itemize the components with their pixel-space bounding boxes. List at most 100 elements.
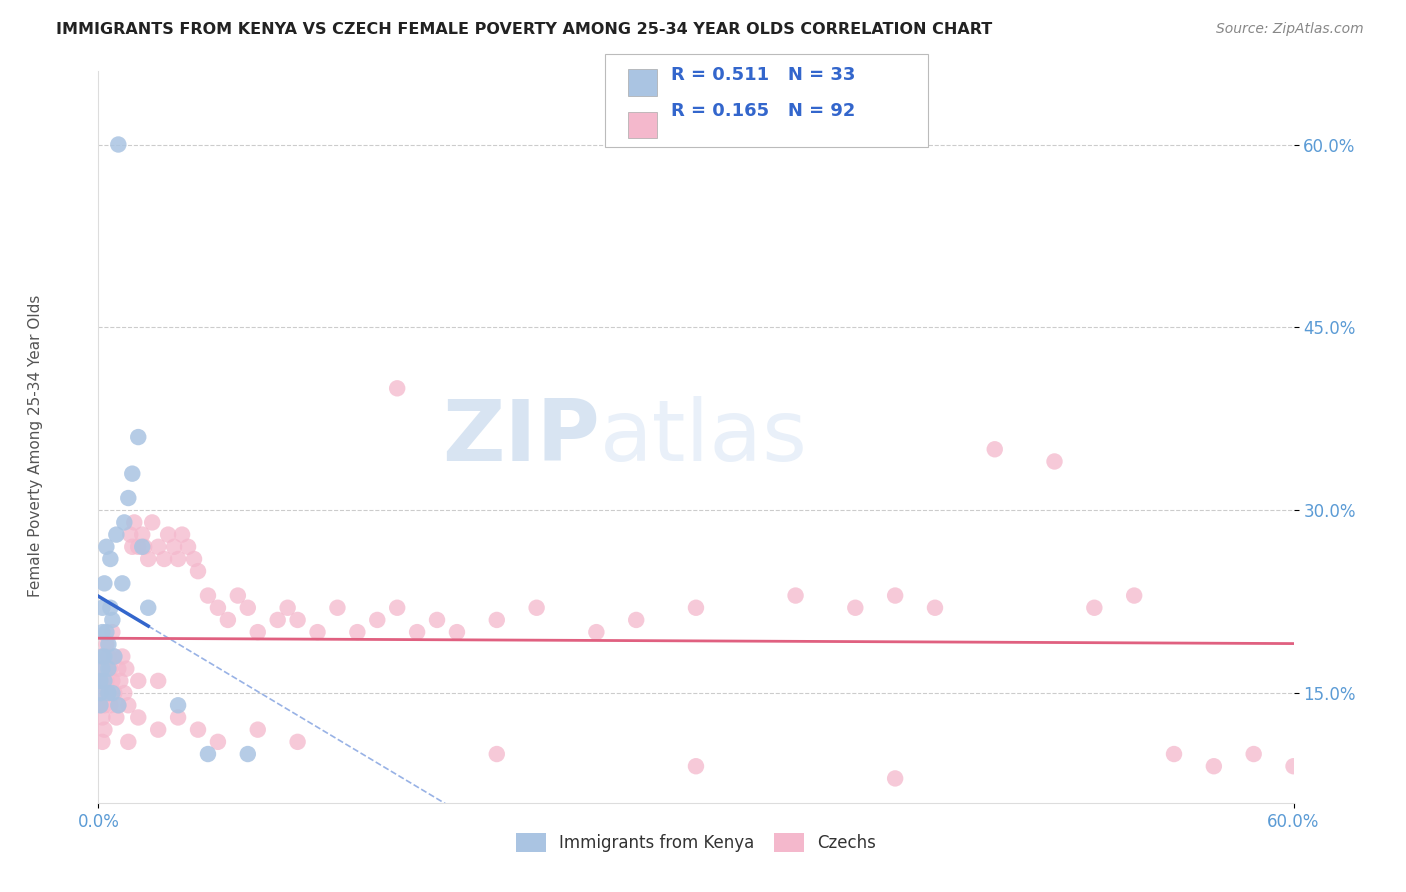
Point <box>446 625 468 640</box>
Point <box>1282 759 1305 773</box>
Point <box>121 540 143 554</box>
Point <box>93 723 115 737</box>
Point <box>187 564 209 578</box>
Point <box>236 600 259 615</box>
Point <box>148 540 170 554</box>
Point <box>124 516 146 530</box>
Point <box>89 673 111 688</box>
Point <box>307 625 329 640</box>
Point <box>96 637 118 651</box>
Point <box>1083 600 1105 615</box>
Point <box>131 527 153 541</box>
Point <box>97 662 120 676</box>
Point <box>91 625 114 640</box>
Point <box>136 600 159 615</box>
Point <box>101 613 124 627</box>
Text: R = 0.511   N = 33: R = 0.511 N = 33 <box>671 67 855 85</box>
Point <box>127 673 149 688</box>
Point <box>246 723 269 737</box>
Text: Source: ZipAtlas.com: Source: ZipAtlas.com <box>1216 22 1364 37</box>
Point <box>131 540 153 554</box>
Point <box>287 613 309 627</box>
Point <box>98 552 122 566</box>
Point <box>148 673 170 688</box>
Point <box>110 673 132 688</box>
Point <box>385 600 409 615</box>
Point <box>163 540 186 554</box>
Point <box>120 527 142 541</box>
Point <box>136 552 159 566</box>
Point <box>97 686 120 700</box>
Point <box>134 540 156 554</box>
Point <box>93 673 115 688</box>
Point <box>103 686 125 700</box>
Point <box>91 710 114 724</box>
Point <box>101 625 124 640</box>
Point <box>101 686 124 700</box>
Point <box>127 540 149 554</box>
Point <box>626 613 648 627</box>
Point <box>93 576 115 591</box>
Point <box>107 698 129 713</box>
Point <box>246 625 269 640</box>
Point <box>187 723 209 737</box>
Point <box>1243 747 1265 761</box>
Point <box>98 698 122 713</box>
Point <box>91 686 114 700</box>
Point <box>96 673 118 688</box>
Point <box>197 589 219 603</box>
Point <box>117 735 139 749</box>
Point <box>101 673 124 688</box>
Point <box>984 442 1007 457</box>
Point <box>89 686 111 700</box>
Point <box>177 540 200 554</box>
Point <box>153 552 176 566</box>
Point <box>277 600 299 615</box>
Point <box>127 710 149 724</box>
Point <box>326 600 349 615</box>
Point <box>105 527 128 541</box>
Point <box>207 735 229 749</box>
Point <box>207 600 229 615</box>
Text: Female Poverty Among 25-34 Year Olds: Female Poverty Among 25-34 Year Olds <box>28 295 42 597</box>
Point <box>485 747 508 761</box>
Point <box>426 613 449 627</box>
Point <box>346 625 368 640</box>
Point <box>1123 589 1146 603</box>
Point <box>127 430 149 444</box>
Point <box>1043 454 1066 468</box>
Point <box>585 625 607 640</box>
Point <box>111 576 134 591</box>
Point <box>485 613 508 627</box>
Point <box>287 735 309 749</box>
Point <box>526 600 548 615</box>
Point <box>89 698 111 713</box>
Point <box>236 747 259 761</box>
Point <box>91 735 114 749</box>
Point <box>366 613 388 627</box>
Point <box>103 649 125 664</box>
Point <box>1202 759 1225 773</box>
Point <box>117 491 139 505</box>
Point <box>112 686 135 700</box>
Point <box>884 772 907 786</box>
Point <box>93 698 115 713</box>
Point <box>148 723 170 737</box>
Point <box>844 600 866 615</box>
Point <box>105 710 128 724</box>
Point <box>89 698 111 713</box>
Point <box>91 600 114 615</box>
Point <box>172 527 194 541</box>
Point <box>267 613 290 627</box>
Point <box>117 698 139 713</box>
Point <box>97 637 120 651</box>
Legend: Immigrants from Kenya, Czechs: Immigrants from Kenya, Czechs <box>508 824 884 860</box>
Point <box>183 552 205 566</box>
Point <box>685 759 707 773</box>
Text: IMMIGRANTS FROM KENYA VS CZECH FEMALE POVERTY AMONG 25-34 YEAR OLDS CORRELATION : IMMIGRANTS FROM KENYA VS CZECH FEMALE PO… <box>56 22 993 37</box>
Text: ZIP: ZIP <box>443 395 600 479</box>
Point <box>107 698 129 713</box>
Point <box>107 662 129 676</box>
Point <box>91 649 114 664</box>
Point <box>97 686 120 700</box>
